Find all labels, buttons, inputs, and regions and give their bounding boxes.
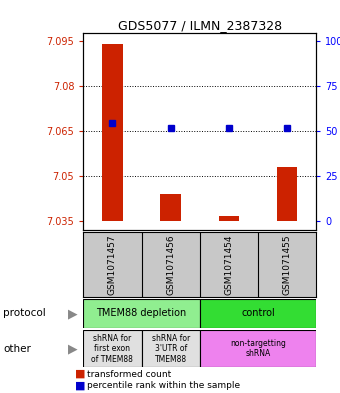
Bar [141, 330, 200, 367]
Text: GSM1071457: GSM1071457 [108, 234, 117, 295]
Text: transformed count: transformed count [87, 370, 171, 378]
Text: ■: ■ [75, 381, 85, 391]
Text: ▶: ▶ [68, 342, 78, 355]
Text: control: control [241, 309, 275, 318]
Bar [219, 217, 239, 221]
Bar [102, 44, 123, 221]
Text: ■: ■ [75, 369, 85, 379]
Text: other: other [3, 344, 31, 354]
Bar [160, 194, 181, 221]
Text: non-targetting
shRNA: non-targetting shRNA [230, 339, 286, 358]
Bar [83, 299, 200, 328]
Title: GDS5077 / ILMN_2387328: GDS5077 / ILMN_2387328 [118, 19, 282, 32]
Text: ▶: ▶ [68, 307, 78, 320]
Bar [200, 299, 316, 328]
Bar [277, 167, 297, 221]
Text: GSM1071454: GSM1071454 [224, 234, 233, 294]
Text: GSM1071455: GSM1071455 [283, 234, 292, 295]
Bar [83, 330, 141, 367]
Text: TMEM88 depletion: TMEM88 depletion [97, 309, 187, 318]
Text: shRNA for
first exon
of TMEM88: shRNA for first exon of TMEM88 [91, 334, 133, 364]
Text: shRNA for
3'UTR of
TMEM88: shRNA for 3'UTR of TMEM88 [152, 334, 190, 364]
Text: GSM1071456: GSM1071456 [166, 234, 175, 295]
Text: protocol: protocol [3, 309, 46, 318]
Text: percentile rank within the sample: percentile rank within the sample [87, 382, 240, 390]
Bar [200, 330, 316, 367]
